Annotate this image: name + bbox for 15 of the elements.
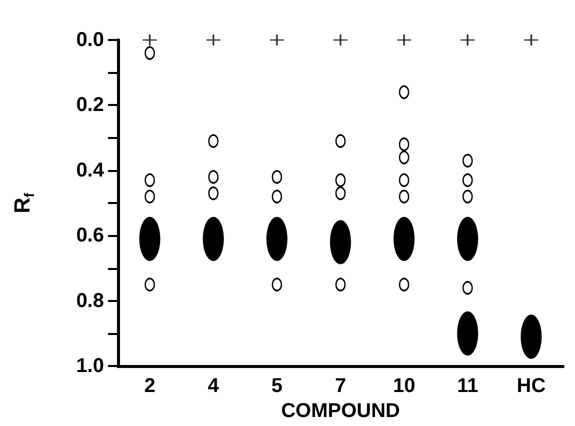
x-tick-label: 4: [208, 375, 220, 398]
y-axis-title: Rf: [10, 192, 37, 214]
x-tick-label: 2: [144, 375, 156, 398]
x-tick-label: HC: [516, 375, 546, 398]
y-tick-label: 0.0: [76, 29, 104, 51]
y-tick-label: 0.4: [76, 159, 105, 182]
y-tick-label: 0.8: [76, 290, 104, 312]
x-tick-label: 5: [271, 375, 282, 398]
x-axis-title: COMPOUND: [281, 400, 400, 422]
y-tick-label: 0.6: [76, 224, 104, 247]
x-tick-label: 7: [334, 375, 346, 398]
y-tick-label: 0.2: [76, 94, 104, 116]
y-tick-label: 1.0: [76, 355, 104, 378]
x-tick-label: 10: [392, 375, 416, 398]
x-tick-label: 11: [457, 375, 478, 398]
